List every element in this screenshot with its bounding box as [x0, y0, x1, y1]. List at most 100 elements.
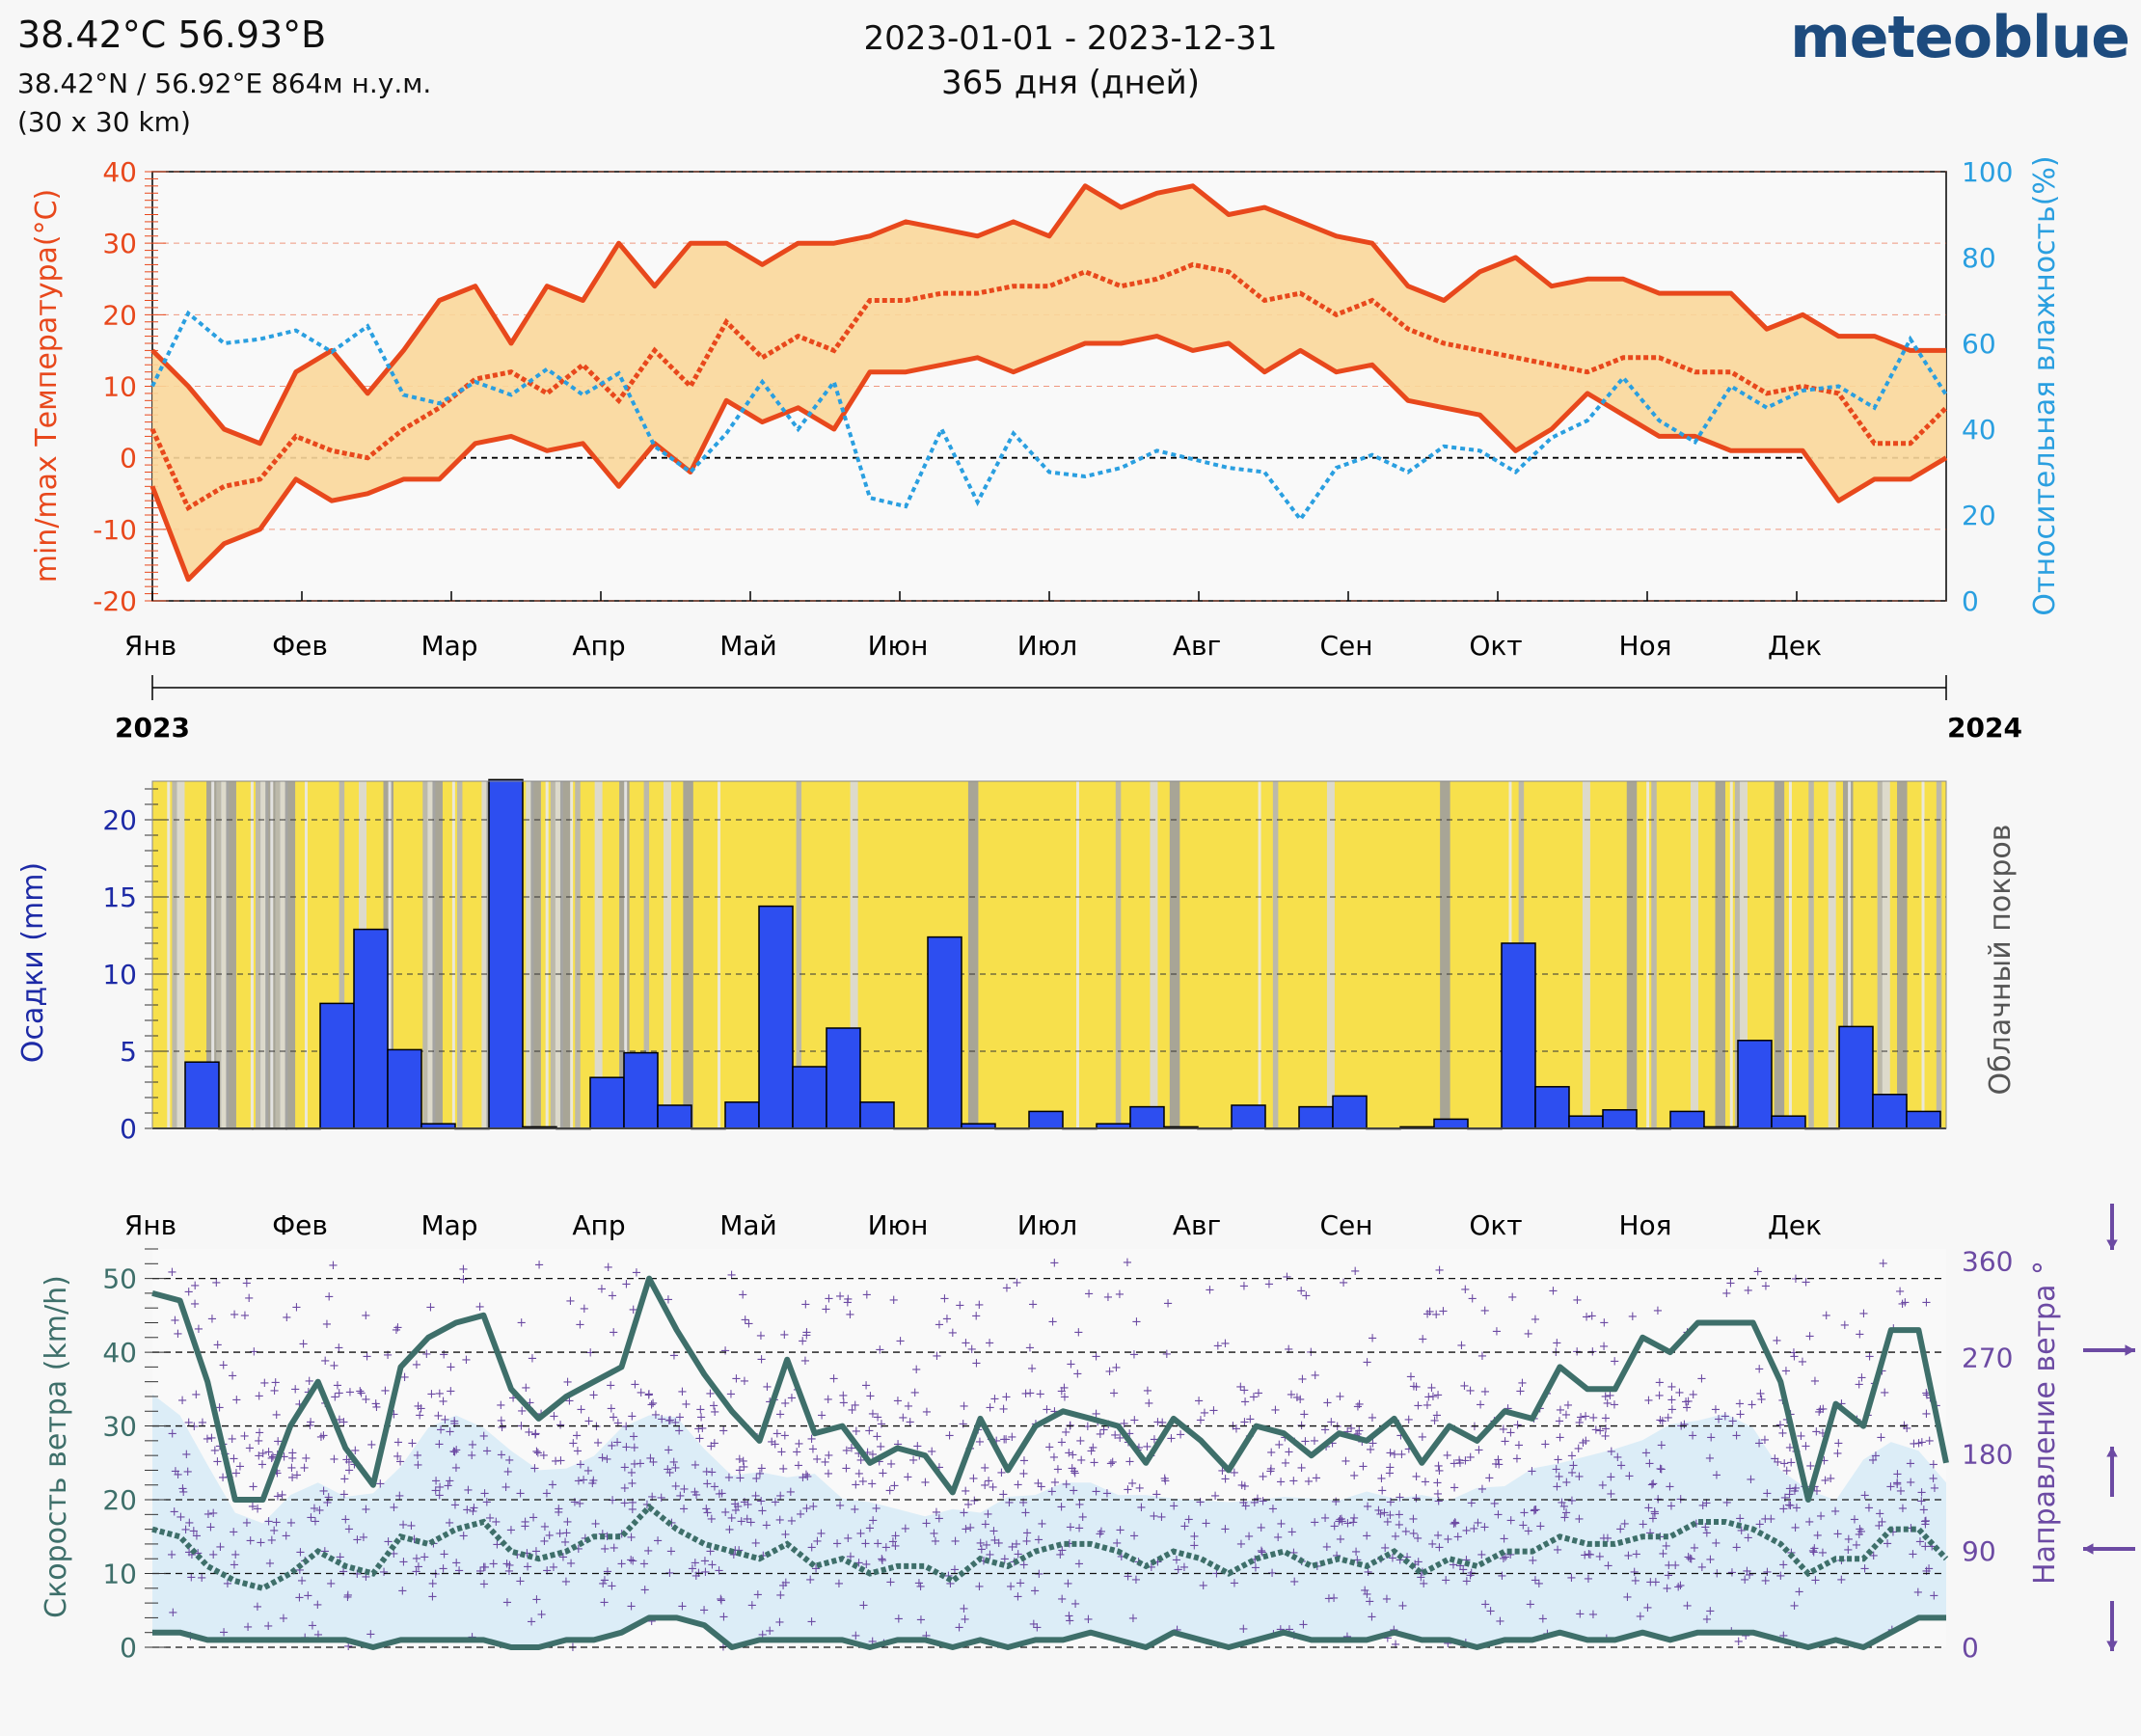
wind-direction-point: + [932, 1349, 942, 1364]
arrow-up-icon [2106, 1447, 2118, 1457]
wind-direction-point: + [1667, 1403, 1677, 1418]
wind-direction-point: + [1731, 1541, 1742, 1556]
wind-direction-point: + [873, 1410, 883, 1424]
wind-direction-point: + [1056, 1500, 1067, 1514]
wind-direction-point: + [1895, 1285, 1906, 1299]
wind-direction-point: + [1396, 1429, 1406, 1444]
wind-direction-point: + [1721, 1496, 1732, 1510]
wind-direction-point: + [1773, 1455, 1783, 1470]
wind-direction-point: + [602, 1530, 612, 1544]
cloud-cover-stripe [1582, 781, 1590, 1128]
month-label: Сен [1319, 1209, 1372, 1241]
wind-direction-point: + [352, 1533, 363, 1548]
meteoblue-logo[interactable]: meteoblue [1790, 4, 2130, 71]
wind-direction-point: + [187, 1548, 198, 1562]
cloud-cover-stripe [1169, 781, 1180, 1128]
wind-direction-point: + [716, 1594, 726, 1609]
wind-direction-point: + [1654, 1389, 1665, 1403]
wind-direction-point: + [690, 1485, 700, 1500]
wind-direction-point: + [279, 1612, 289, 1626]
temp-min-line [149, 334, 1948, 583]
cloud-cover-stripe [256, 781, 261, 1128]
wind-direction-point: + [1781, 1464, 1792, 1478]
wind-direction-point: + [1073, 1325, 1084, 1340]
wind-direction-point: + [1122, 1256, 1132, 1270]
wind-direction-point: + [271, 1515, 282, 1530]
wind-direction-point: + [850, 1398, 860, 1413]
wind-direction-point: + [752, 1587, 763, 1602]
wind-direction-point: + [449, 1417, 460, 1431]
wind-direction-point: + [699, 1604, 710, 1618]
wind-direction-point: + [1868, 1549, 1879, 1563]
wind-direction-point: + [361, 1309, 371, 1323]
wind-mean-line [151, 1503, 1949, 1592]
wind-direction-point: + [1657, 1414, 1667, 1428]
wind-direction-point: + [609, 1411, 619, 1425]
wind-direction-point: + [1645, 1576, 1656, 1590]
wind-direction-point: + [799, 1354, 810, 1369]
wind-direction-point: + [1411, 1380, 1422, 1395]
wind-direction-point: + [890, 1539, 901, 1554]
wind-direction-point: + [1789, 1349, 1800, 1364]
wind-direction-point: + [842, 1296, 853, 1311]
wind-direction-point: + [1268, 1503, 1279, 1517]
wind-direction-point: + [173, 1327, 183, 1342]
wind-direction-point: + [190, 1279, 201, 1293]
wind-direction-point: + [383, 1535, 393, 1550]
wind-direction-point: + [1474, 1444, 1484, 1458]
wind-direction-point: + [329, 1359, 339, 1373]
wind-direction-point: + [1104, 1365, 1115, 1379]
wind-direction-point: + [1032, 1620, 1043, 1635]
precip-bar [792, 1066, 827, 1129]
wind-direction-point: + [772, 1427, 782, 1442]
cloud-cover-stripe [1897, 781, 1908, 1128]
wind-direction-point: + [735, 1464, 745, 1478]
wind-direction-point: + [920, 1476, 931, 1490]
wind-dir-tick-label: 360 [1962, 1245, 2013, 1277]
wind-direction-point: + [1091, 1350, 1101, 1365]
wind-direction-point: + [1402, 1551, 1413, 1565]
wind-direction-point: + [621, 1420, 632, 1434]
cloud-cover-stripe [1808, 781, 1814, 1128]
wind-direction-point: + [1913, 1437, 1924, 1451]
wind-direction-point: + [240, 1309, 251, 1323]
wind-direction-point: + [1517, 1376, 1528, 1391]
wind-direction-point: + [326, 1577, 337, 1591]
wind-direction-point: + [1368, 1436, 1378, 1451]
wind-direction-point: + [1811, 1425, 1822, 1440]
wind-direction-point: + [758, 1549, 769, 1563]
wind-direction-point: + [1334, 1514, 1344, 1529]
wind-direction-point: + [1762, 1565, 1773, 1580]
wind-direction-point: + [1064, 1610, 1074, 1624]
cloud-cover-stripe [422, 781, 428, 1128]
wind-direction-point: + [1584, 1547, 1594, 1561]
wind-direction-point: + [1833, 1436, 1844, 1451]
wind-direction-point: + [1479, 1304, 1490, 1318]
wind-direction-point: + [740, 1313, 750, 1327]
wind-direction-point: + [231, 1393, 242, 1407]
wind-direction-point: + [690, 1458, 700, 1473]
wind-direction-point: + [1273, 1531, 1284, 1545]
wind-direction-point: + [1667, 1380, 1677, 1395]
wind-direction-point: + [1527, 1465, 1537, 1479]
wind-direction-point: + [1585, 1548, 1595, 1562]
wind-direction-point: + [169, 1505, 179, 1520]
wind-direction-point: + [921, 1516, 932, 1531]
wind-direction-point: + [1644, 1457, 1655, 1472]
wind-direction-point: + [1250, 1553, 1260, 1567]
wind-direction-point: + [1616, 1458, 1627, 1473]
coordinates: 38.42°N / 56.92°E 864м н.у.м. [17, 68, 432, 99]
wind-direction-point: + [1573, 1442, 1584, 1456]
wind-direction-point: + [1098, 1423, 1109, 1437]
wind-direction-point: + [602, 1565, 612, 1580]
wind-direction-point: + [412, 1552, 422, 1566]
cloud-cover-stripe [1440, 781, 1450, 1128]
wind-direction-point: + [1057, 1543, 1068, 1558]
precip-bar [1568, 1115, 1604, 1129]
wind-direction-point: + [1284, 1622, 1294, 1637]
wind-direction-point: + [1494, 1458, 1504, 1473]
wind-direction-point: + [1423, 1308, 1433, 1322]
wind-direction-point: + [1854, 1378, 1864, 1393]
wind-direction-point: + [867, 1407, 878, 1422]
wind-direction-point: + [1018, 1559, 1029, 1573]
